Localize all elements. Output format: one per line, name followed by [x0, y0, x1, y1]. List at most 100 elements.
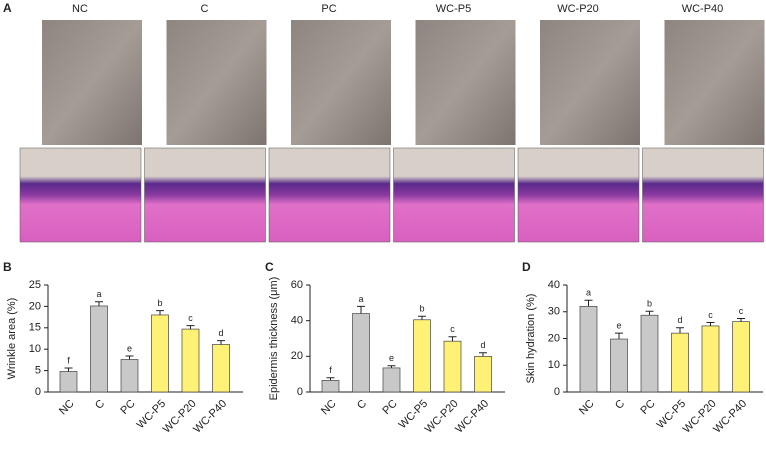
y-tick-label: 0 [554, 386, 560, 398]
bar [120, 359, 139, 393]
x-tick-label: NC [577, 398, 597, 418]
significance-letter: e [616, 321, 621, 331]
bar [579, 306, 598, 393]
error-bar [584, 299, 593, 307]
skin-photo [42, 20, 142, 145]
x-tick-label: NC [57, 398, 77, 418]
bar [352, 313, 370, 393]
panel-label: A [3, 1, 12, 15]
histology-image [393, 147, 515, 243]
x-tick-label: C [93, 398, 107, 412]
skin-photo [291, 20, 391, 145]
skin-photo [166, 20, 267, 145]
x-tick-label: PC [638, 398, 657, 417]
histology-image [642, 147, 764, 243]
error-bar [479, 352, 487, 357]
error-bar [645, 310, 654, 316]
x-tick-label: C [613, 398, 627, 412]
significance-letter: b [419, 304, 424, 314]
y-tick-label: 40 [291, 315, 303, 327]
y-tick-label: 60 [291, 279, 303, 291]
y-tick-label: 0 [297, 386, 303, 398]
significance-letter: b [647, 299, 652, 309]
panel-label: D [522, 260, 531, 274]
column-label: WC-P20 [557, 3, 599, 15]
y-tick-label: 40 [548, 279, 560, 291]
significance-letter: a [358, 294, 363, 304]
significance-letter: e [127, 343, 132, 353]
y-axis-label: Wrinkle area (%) [6, 298, 18, 380]
significance-letter: a [586, 288, 591, 298]
significance-letter: f [67, 355, 70, 365]
error-bar [676, 327, 684, 334]
y-tick-label: 25 [29, 279, 41, 291]
significance-letter: b [157, 298, 162, 308]
x-tick-label: C [355, 398, 369, 412]
y-tick-label: 10 [548, 359, 560, 371]
significance-letter: d [677, 315, 682, 325]
histology-image [517, 147, 640, 243]
error-bar [64, 367, 73, 372]
y-tick-label: 20 [548, 332, 560, 344]
significance-letter: d [480, 340, 485, 350]
x-tick-label: PC [380, 398, 399, 417]
error-bar [387, 365, 396, 368]
error-bar [706, 321, 715, 326]
significance-letter: c [450, 324, 455, 334]
y-tick-label: 5 [35, 365, 41, 377]
error-bar [186, 325, 195, 330]
bar [151, 314, 169, 393]
significance-letter: c [708, 310, 713, 320]
histology-image [144, 147, 266, 243]
column-label: PC [321, 3, 336, 15]
bar [181, 328, 200, 393]
bar [59, 371, 78, 393]
error-bar [95, 301, 103, 306]
bar [90, 305, 108, 393]
significance-letter: c [188, 313, 193, 323]
error-bar [357, 305, 365, 314]
column-label: C [201, 3, 209, 15]
y-tick-label: 0 [35, 386, 41, 398]
significance-letter: e [389, 353, 394, 363]
skin-photo [540, 20, 640, 145]
y-tick-label: 10 [29, 343, 41, 355]
column-label: WC-P5 [436, 3, 471, 15]
bar [474, 355, 492, 393]
error-bar [615, 332, 623, 340]
x-tick-label: WC-P40 [191, 398, 229, 436]
error-bar [737, 317, 745, 322]
error-bar [448, 336, 457, 342]
significance-letter: c [739, 306, 744, 316]
bar [671, 332, 689, 393]
bar [413, 319, 431, 393]
bar [640, 314, 659, 393]
error-bar [326, 377, 335, 381]
skin-photo [415, 20, 516, 145]
significance-letter: f [329, 365, 332, 375]
y-tick-label: 20 [291, 350, 303, 362]
significance-letter: a [96, 289, 101, 299]
histology-image [268, 147, 391, 243]
column-label: NC [72, 3, 88, 15]
error-bar [125, 355, 134, 360]
panel-label: B [3, 260, 12, 274]
y-tick-label: 15 [29, 322, 41, 334]
bar [212, 344, 230, 393]
y-tick-label: 30 [548, 306, 560, 318]
bar [443, 340, 462, 393]
x-tick-label: PC [118, 398, 137, 417]
bar [701, 325, 720, 393]
bar [732, 321, 750, 393]
bar [610, 338, 628, 393]
error-bar [156, 310, 164, 315]
bar [382, 367, 401, 393]
column-label: WC-P40 [682, 3, 724, 15]
y-axis-label: Skin hydration (%) [525, 294, 537, 384]
x-tick-label: NC [319, 398, 339, 418]
x-tick-label: WC-P40 [453, 398, 491, 436]
panel-label: C [265, 260, 274, 274]
error-bar [418, 315, 426, 320]
significance-letter: d [218, 328, 223, 338]
